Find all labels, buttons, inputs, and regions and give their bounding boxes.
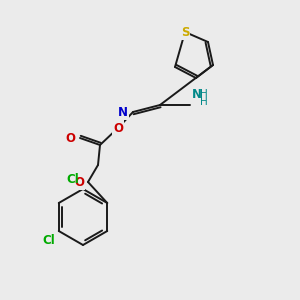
Text: S: S <box>181 26 189 38</box>
Text: Cl: Cl <box>66 173 79 186</box>
Text: O: O <box>74 176 84 188</box>
Text: N: N <box>192 88 202 101</box>
Text: O: O <box>113 122 123 134</box>
Text: O: O <box>65 131 75 145</box>
Text: H: H <box>200 97 208 107</box>
Text: H: H <box>200 89 208 99</box>
Text: Cl: Cl <box>42 234 55 247</box>
Text: N: N <box>118 106 128 118</box>
